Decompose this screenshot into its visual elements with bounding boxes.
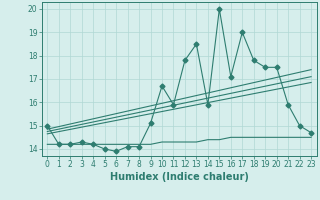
X-axis label: Humidex (Indice chaleur): Humidex (Indice chaleur) [110, 172, 249, 182]
